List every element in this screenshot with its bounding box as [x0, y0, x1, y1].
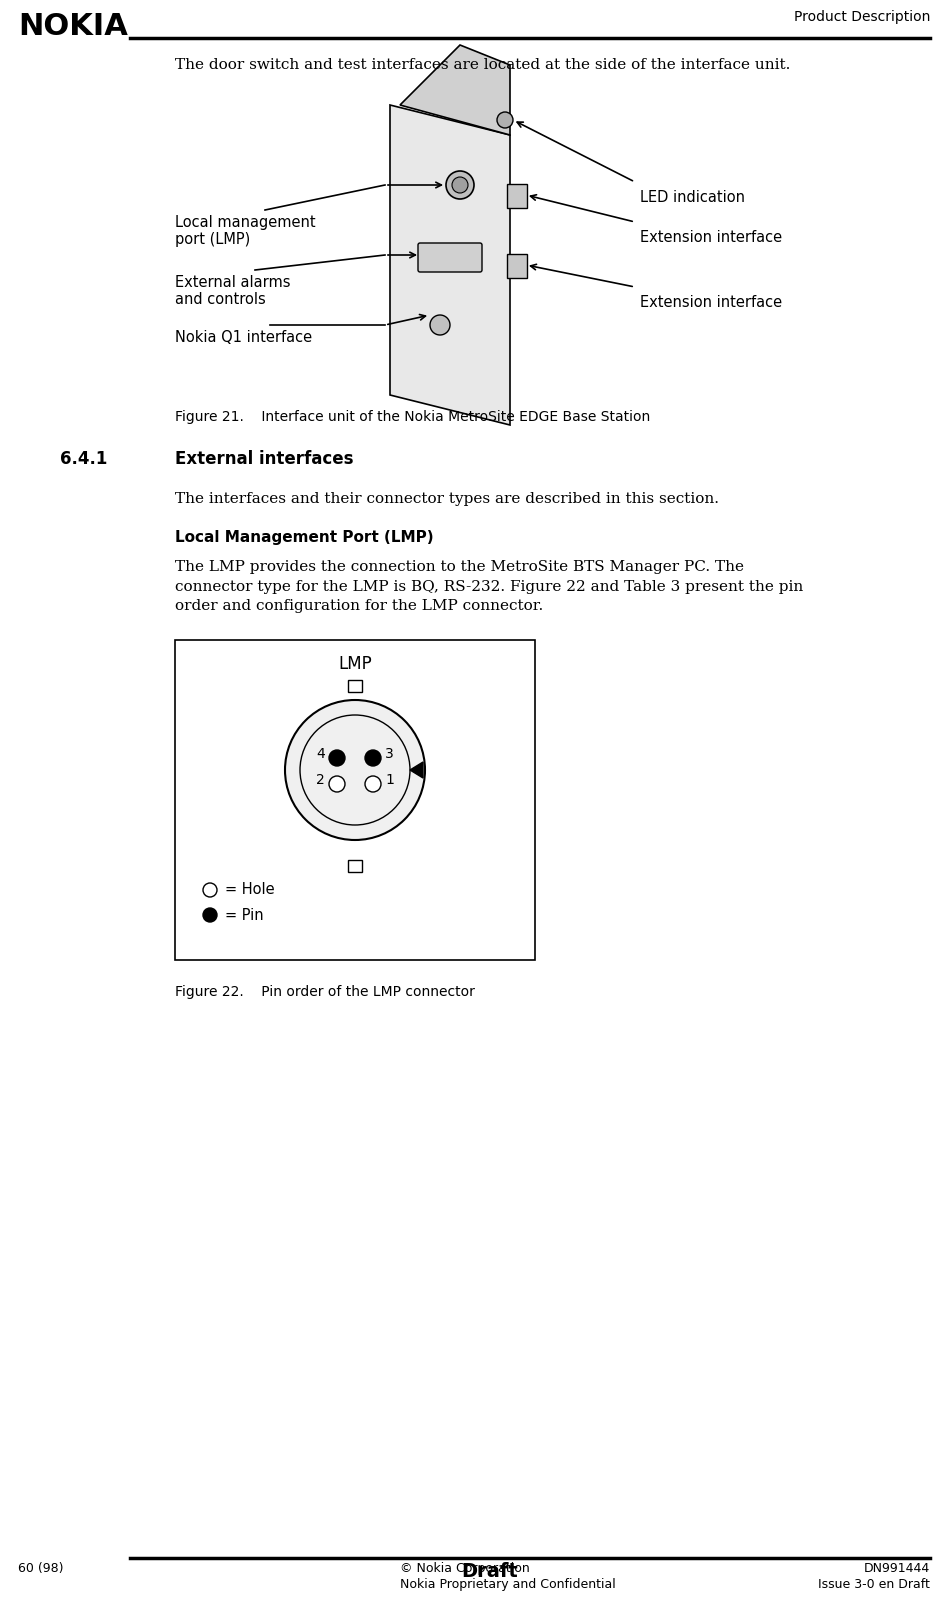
Circle shape — [364, 776, 380, 792]
Circle shape — [430, 315, 449, 335]
Text: = Pin: = Pin — [225, 907, 263, 923]
Text: The interfaces and their connector types are described in this section.: The interfaces and their connector types… — [175, 492, 718, 506]
Bar — [347, 861, 362, 872]
Text: NOKIA: NOKIA — [18, 13, 127, 42]
Text: 3: 3 — [384, 747, 394, 762]
Text: 1: 1 — [384, 773, 394, 787]
Text: Nokia Proprietary and Confidential: Nokia Proprietary and Confidential — [399, 1578, 615, 1591]
FancyBboxPatch shape — [507, 254, 527, 278]
Text: Issue 3-0 en Draft: Issue 3-0 en Draft — [818, 1578, 929, 1591]
Circle shape — [203, 883, 217, 898]
Circle shape — [497, 112, 513, 128]
Text: Nokia Q1 interface: Nokia Q1 interface — [175, 331, 312, 345]
Bar — [347, 680, 362, 692]
Text: = Hole: = Hole — [225, 883, 275, 898]
Circle shape — [451, 177, 467, 193]
Circle shape — [329, 776, 345, 792]
Text: Draft: Draft — [461, 1562, 518, 1581]
Text: 2: 2 — [316, 773, 325, 787]
Text: Local management
port (LMP): Local management port (LMP) — [175, 216, 315, 248]
Text: Local Management Port (LMP): Local Management Port (LMP) — [175, 530, 433, 545]
Text: LMP: LMP — [338, 655, 372, 672]
Text: 60 (98): 60 (98) — [18, 1562, 63, 1575]
Polygon shape — [410, 762, 423, 778]
Text: © Nokia Corporation: © Nokia Corporation — [399, 1562, 530, 1575]
Text: Product Description: Product Description — [793, 10, 929, 24]
Text: External interfaces: External interfaces — [175, 450, 353, 468]
Text: Figure 22.    Pin order of the LMP connector: Figure 22. Pin order of the LMP connecto… — [175, 985, 475, 1000]
Circle shape — [285, 699, 425, 840]
FancyBboxPatch shape — [175, 640, 534, 960]
Circle shape — [364, 751, 380, 767]
Text: Figure 21.    Interface unit of the Nokia MetroSite EDGE Base Station: Figure 21. Interface unit of the Nokia M… — [175, 410, 649, 423]
Text: 4: 4 — [316, 747, 325, 762]
Polygon shape — [390, 105, 510, 425]
Text: LED indication: LED indication — [639, 190, 744, 204]
Text: 6.4.1: 6.4.1 — [59, 450, 108, 468]
Polygon shape — [399, 45, 510, 136]
Circle shape — [329, 751, 345, 767]
Text: Extension interface: Extension interface — [639, 230, 782, 244]
Text: The door switch and test interfaces are located at the side of the interface uni: The door switch and test interfaces are … — [175, 57, 789, 72]
Text: DN991444: DN991444 — [863, 1562, 929, 1575]
Circle shape — [203, 909, 217, 921]
Text: Extension interface: Extension interface — [639, 295, 782, 310]
FancyBboxPatch shape — [507, 184, 527, 208]
Circle shape — [446, 171, 474, 200]
Text: The LMP provides the connection to the MetroSite BTS Manager PC. The
connector t: The LMP provides the connection to the M… — [175, 561, 802, 613]
Text: External alarms
and controls: External alarms and controls — [175, 275, 290, 307]
FancyBboxPatch shape — [417, 243, 481, 271]
